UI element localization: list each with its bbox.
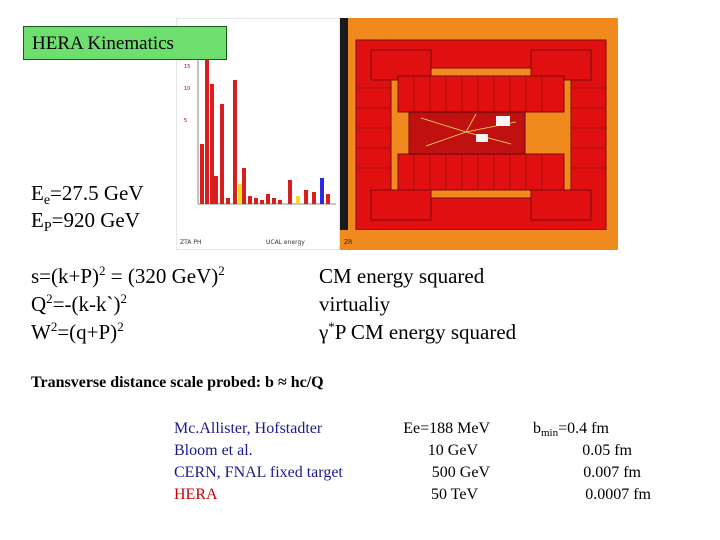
beam-value: =920 GeV [51, 208, 140, 232]
axis-tick: 15 [184, 64, 190, 70]
meaning-gamma-p: γ*P CM energy squared [319, 319, 517, 344]
bmin-value: 0.05 fm [582, 442, 632, 459]
bmin-prefix: b [533, 420, 541, 437]
histogram-label: UCAL energy [266, 239, 305, 246]
beam-prefix: E [31, 181, 44, 205]
equation-w2: W2=(q+P)2 [31, 319, 124, 344]
histogram-bar [220, 134, 224, 204]
histogram-bar [312, 192, 316, 204]
histogram-bar [288, 180, 292, 204]
experiment-energy: 50 TeV [430, 486, 478, 503]
histogram-bar [200, 144, 204, 204]
proton-beam-energy: EP=920 GeV [31, 208, 140, 235]
bmin-value: 0.007 fm [583, 464, 641, 481]
histogram-bar [210, 84, 214, 204]
histogram-bar [272, 198, 276, 204]
beam-prefix: E [31, 208, 44, 232]
beam-subscript: e [43, 193, 51, 208]
experiment-energy: Ee=188 MeV [403, 420, 490, 437]
equation-s: s=(k+P)2 = (320 GeV)2 [31, 263, 225, 288]
meaning-cm-energy: CM energy squared [319, 264, 485, 288]
experiment-names: Mc.Allister, Hofstadter Bloom et al. CER… [174, 418, 343, 506]
histogram-bar [226, 198, 230, 204]
experiment-energy: 500 GeV [431, 464, 490, 481]
histogram-bar [266, 194, 270, 204]
histogram-bar [320, 178, 324, 204]
axis-tick: 5 [184, 118, 187, 124]
axis-tick: 10 [184, 86, 190, 92]
experiment-energies: Ee=188 MeV 10 GeV 500 GeV 50 TeV [390, 418, 490, 506]
histogram-bar [214, 176, 218, 204]
experiment-energy: 10 GeV [427, 442, 478, 459]
experiment-name: Bloom et al. [174, 442, 253, 459]
slide-title: HERA Kinematics [23, 26, 227, 60]
event-display-image: 15 10 5 ZTA PH UCAL energy [176, 18, 618, 250]
detector-label: ZR [344, 239, 352, 246]
histogram-bar [248, 196, 252, 204]
histogram-label: ZTA PH [180, 239, 201, 246]
histogram-bar [326, 194, 330, 204]
histogram-bar [242, 168, 246, 204]
histogram-bar [233, 80, 237, 204]
bmin-subscript: min [541, 427, 559, 439]
transverse-scale-text: Transverse distance scale probed: b ≈ hc… [31, 374, 324, 391]
bmin-value: =0.4 fm [558, 420, 609, 437]
histogram-bar [238, 184, 242, 204]
histogram-bar [296, 196, 300, 204]
bmin-value: 0.0007 fm [585, 486, 651, 503]
histogram-bar [254, 198, 258, 204]
beam-value: =27.5 GeV [50, 181, 144, 205]
experiment-name: CERN, FNAL fixed target [174, 464, 343, 481]
beam-subscript: P [43, 220, 52, 235]
histogram-bar [304, 190, 308, 204]
histogram-bar [210, 200, 214, 204]
histogram-bar [278, 200, 282, 204]
histogram-bar [205, 58, 209, 204]
experiment-name: Mc.Allister, Hofstadter [174, 420, 323, 437]
meaning-virtuality: virtualiy [319, 292, 391, 316]
experiment-name: HERA [174, 486, 218, 503]
equation-q2: Q2=-(k-k`)2 [31, 291, 127, 316]
histogram-bar [260, 200, 264, 204]
electron-beam-energy: Ee=27.5 GeV [31, 181, 144, 208]
histogram-bars [200, 58, 330, 204]
bmin-value-row: bmin=0.4 fm [533, 418, 651, 440]
histogram-bar [205, 170, 209, 204]
experiment-bmin: bmin=0.4 fm 0.05 fm 0.007 fm 0.0007 fm [533, 418, 651, 506]
histogram-bar [233, 148, 237, 204]
